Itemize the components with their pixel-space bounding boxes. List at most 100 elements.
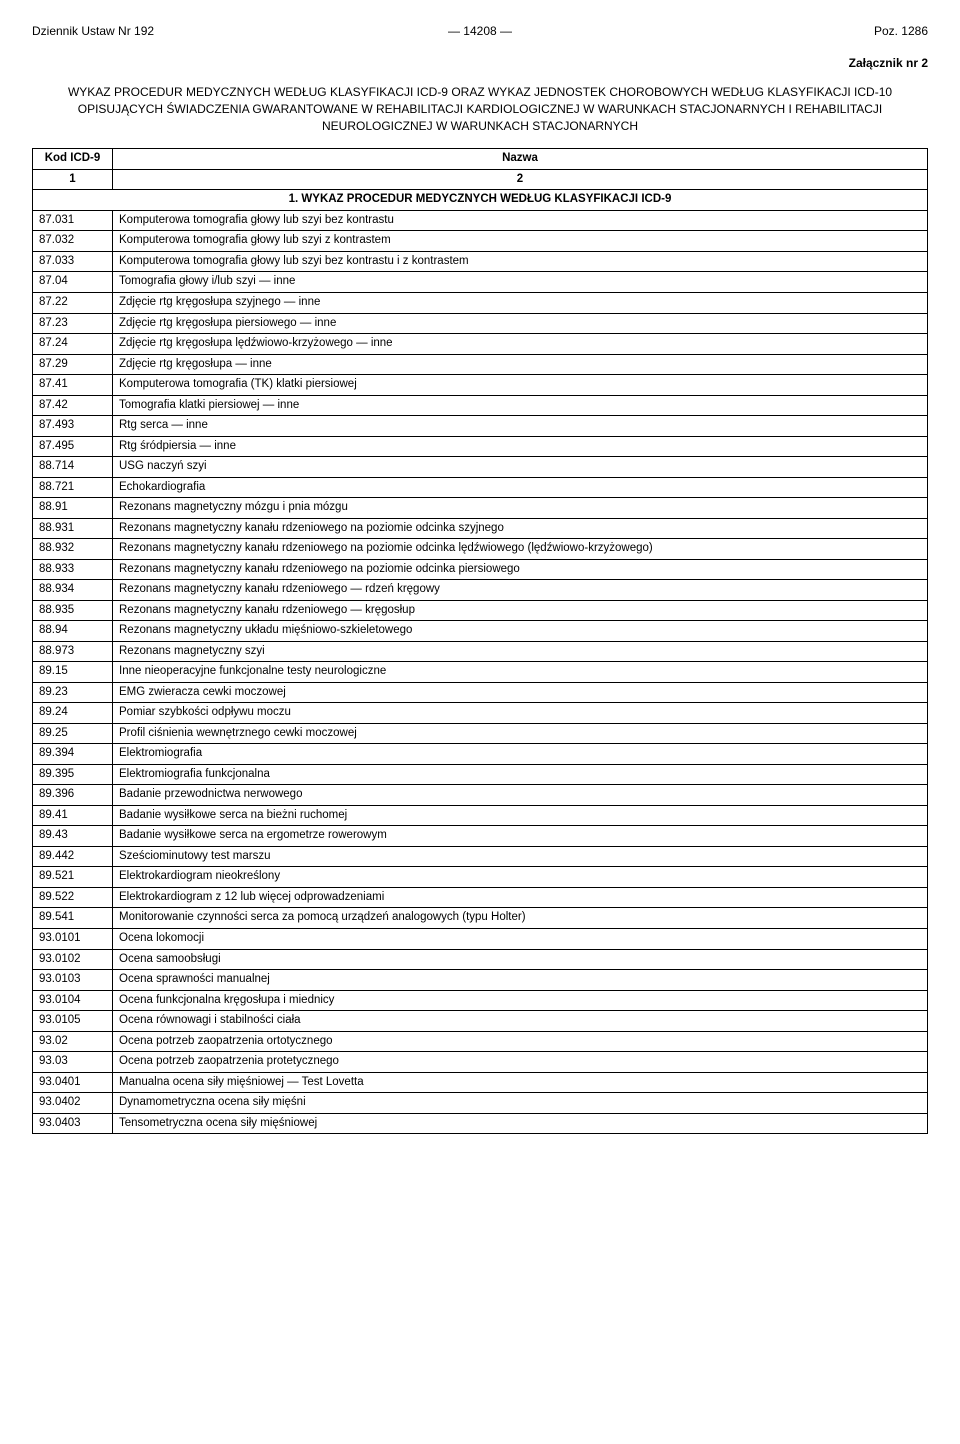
table-row: 89.522Elektrokardiogram z 12 lub więcej …	[33, 887, 928, 908]
cell-code: 87.033	[33, 251, 113, 272]
table-row: 87.04Tomografia głowy i/lub szyi — inne	[33, 272, 928, 293]
cell-name: Badanie wysiłkowe serca na ergometrze ro…	[113, 826, 928, 847]
cell-code: 93.02	[33, 1031, 113, 1052]
col-header-name: Nazwa	[113, 149, 928, 170]
table-row: 88.931Rezonans magnetyczny kanału rdzeni…	[33, 518, 928, 539]
cell-code: 93.0402	[33, 1093, 113, 1114]
cell-name: Rezonans magnetyczny układu mięśniowo-sz…	[113, 621, 928, 642]
cell-name: Komputerowa tomografia głowy lub szyi be…	[113, 210, 928, 231]
table-row: 89.25Profil ciśnienia wewnętrznego cewki…	[33, 723, 928, 744]
cell-name: Badanie przewodnictwa nerwowego	[113, 785, 928, 806]
document-title: WYKAZ PROCEDUR MEDYCZNYCH WEDŁUG KLASYFI…	[32, 84, 928, 134]
cell-code: 87.24	[33, 334, 113, 355]
table-row: 88.94Rezonans magnetyczny układu mięśnio…	[33, 621, 928, 642]
cell-code: 88.932	[33, 539, 113, 560]
cell-code: 89.15	[33, 662, 113, 683]
cell-name: EMG zwieracza cewki moczowej	[113, 682, 928, 703]
cell-code: 87.031	[33, 210, 113, 231]
table-row: 87.033Komputerowa tomografia głowy lub s…	[33, 251, 928, 272]
table-row: 87.493Rtg serca — inne	[33, 416, 928, 437]
cell-name: Zdjęcie rtg kręgosłupa — inne	[113, 354, 928, 375]
cell-name: Profil ciśnienia wewnętrznego cewki mocz…	[113, 723, 928, 744]
page-header: Dziennik Ustaw Nr 192 — 14208 — Poz. 128…	[32, 24, 928, 38]
table-row: 89.23EMG zwieracza cewki moczowej	[33, 682, 928, 703]
table-row: 93.0101Ocena lokomocji	[33, 928, 928, 949]
cell-name: Zdjęcie rtg kręgosłupa lędźwiowo-krzyżow…	[113, 334, 928, 355]
table-row: 89.395Elektromiografia funkcjonalna	[33, 764, 928, 785]
cell-name: Komputerowa tomografia głowy lub szyi be…	[113, 251, 928, 272]
procedures-table: Kod ICD-9 Nazwa 1 2 1. WYKAZ PROCEDUR ME…	[32, 148, 928, 1134]
table-row: 87.24Zdjęcie rtg kręgosłupa lędźwiowo-kr…	[33, 334, 928, 355]
cell-name: Rtg serca — inne	[113, 416, 928, 437]
cell-code: 93.0403	[33, 1113, 113, 1134]
table-row: 93.0102Ocena samoobsługi	[33, 949, 928, 970]
table-row: 93.0403Tensometryczna ocena siły mięśnio…	[33, 1113, 928, 1134]
table-row: 93.03Ocena potrzeb zaopatrzenia protetyc…	[33, 1052, 928, 1073]
cell-name: Dynamometryczna ocena siły mięśni	[113, 1093, 928, 1114]
cell-name: Ocena samoobsługi	[113, 949, 928, 970]
table-row: 89.442Sześciominutowy test marszu	[33, 846, 928, 867]
cell-name: Sześciominutowy test marszu	[113, 846, 928, 867]
cell-code: 93.0102	[33, 949, 113, 970]
cell-code: 89.522	[33, 887, 113, 908]
table-row: 88.714USG naczyń szyi	[33, 457, 928, 478]
cell-name: Ocena sprawności manualnej	[113, 970, 928, 991]
table-row: 88.932Rezonans magnetyczny kanału rdzeni…	[33, 539, 928, 560]
cell-name: Ocena potrzeb zaopatrzenia ortotycznego	[113, 1031, 928, 1052]
cell-name: Komputerowa tomografia głowy lub szyi z …	[113, 231, 928, 252]
cell-name: Tensometryczna ocena siły mięśniowej	[113, 1113, 928, 1134]
cell-name: Zdjęcie rtg kręgosłupa szyjnego — inne	[113, 293, 928, 314]
cell-code: 89.521	[33, 867, 113, 888]
cell-code: 88.934	[33, 580, 113, 601]
table-row: 87.29Zdjęcie rtg kręgosłupa — inne	[33, 354, 928, 375]
table-row: 89.394Elektromiografia	[33, 744, 928, 765]
cell-name: Elektrokardiogram nieokreślony	[113, 867, 928, 888]
cell-code: 89.25	[33, 723, 113, 744]
header-right: Poz. 1286	[874, 24, 928, 38]
table-row: 87.031Komputerowa tomografia głowy lub s…	[33, 210, 928, 231]
cell-name: Rtg śródpiersia — inne	[113, 436, 928, 457]
cell-code: 88.91	[33, 498, 113, 519]
cell-code: 87.032	[33, 231, 113, 252]
header-left: Dziennik Ustaw Nr 192	[32, 24, 154, 38]
cell-name: Ocena lokomocji	[113, 928, 928, 949]
cell-code: 87.41	[33, 375, 113, 396]
cell-code: 89.541	[33, 908, 113, 929]
cell-name: Ocena funkcjonalna kręgosłupa i miednicy	[113, 990, 928, 1011]
cell-code: 93.0101	[33, 928, 113, 949]
table-row: 93.0401Manualna ocena siły mięśniowej — …	[33, 1072, 928, 1093]
cell-code: 89.396	[33, 785, 113, 806]
cell-name: Rezonans magnetyczny kanału rdzeniowego …	[113, 539, 928, 560]
table-row: 87.23Zdjęcie rtg kręgosłupa piersiowego …	[33, 313, 928, 334]
cell-name: Rezonans magnetyczny kanału rdzeniowego …	[113, 559, 928, 580]
cell-name: Pomiar szybkości odpływu moczu	[113, 703, 928, 724]
cell-code: 88.973	[33, 641, 113, 662]
cell-name: Echokardiografia	[113, 477, 928, 498]
table-row: 93.0105Ocena równowagi i stabilności cia…	[33, 1011, 928, 1032]
cell-name: Komputerowa tomografia (TK) klatki piers…	[113, 375, 928, 396]
cell-code: 89.395	[33, 764, 113, 785]
table-row: 93.0103Ocena sprawności manualnej	[33, 970, 928, 991]
table-row: 89.24Pomiar szybkości odpływu moczu	[33, 703, 928, 724]
cell-name: Rezonans magnetyczny kanału rdzeniowego …	[113, 518, 928, 539]
cell-code: 88.721	[33, 477, 113, 498]
cell-code: 89.41	[33, 805, 113, 826]
cell-code: 88.931	[33, 518, 113, 539]
section-title-row: 1. WYKAZ PROCEDUR MEDYCZNYCH WEDŁUG KLAS…	[33, 190, 928, 211]
cell-code: 87.495	[33, 436, 113, 457]
table-subheader-row: 1 2	[33, 169, 928, 190]
table-row: 87.42Tomografia klatki piersiowej — inne	[33, 395, 928, 416]
table-row: 87.495Rtg śródpiersia — inne	[33, 436, 928, 457]
cell-code: 89.394	[33, 744, 113, 765]
cell-code: 88.933	[33, 559, 113, 580]
cell-code: 93.0103	[33, 970, 113, 991]
cell-name: Elektromiografia	[113, 744, 928, 765]
cell-name: Ocena potrzeb zaopatrzenia protetycznego	[113, 1052, 928, 1073]
table-header-row: Kod ICD-9 Nazwa	[33, 149, 928, 170]
cell-name: Monitorowanie czynności serca za pomocą …	[113, 908, 928, 929]
header-row: Dziennik Ustaw Nr 192 — 14208 — Poz. 128…	[32, 24, 928, 38]
table-row: 87.032Komputerowa tomografia głowy lub s…	[33, 231, 928, 252]
cell-name: Zdjęcie rtg kręgosłupa piersiowego — inn…	[113, 313, 928, 334]
cell-name: Rezonans magnetyczny kanału rdzeniowego …	[113, 580, 928, 601]
cell-name: Rezonans magnetyczny kanału rdzeniowego …	[113, 600, 928, 621]
